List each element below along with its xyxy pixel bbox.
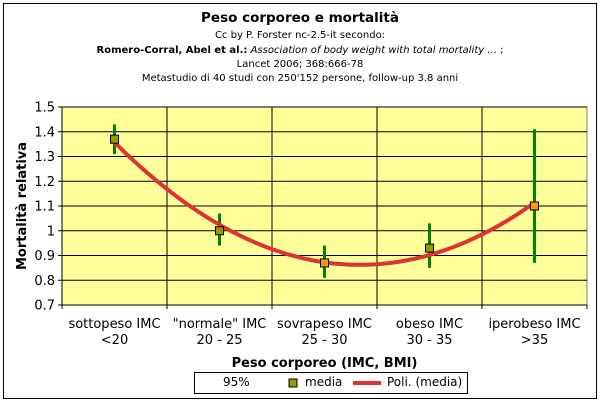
y-tick-label: 1.1 [34,200,55,215]
data-point [425,243,434,253]
x-axis-label: Peso corporeo (IMC, BMI) [232,356,418,371]
study-line: Metastudio di 40 studi con 250'152 perso… [141,73,459,84]
legend-entry-media: media [305,375,343,389]
y-axis-label: Mortalità relativa [15,142,30,270]
data-points [110,134,539,268]
legend-marker-square [288,378,298,388]
citation-tail: ; [500,45,504,56]
x-tick-label: 30 - 35 [406,333,452,348]
x-tick-label: 20 - 25 [196,333,242,348]
x-tick-label: obeso IMC [396,317,463,332]
data-point [320,258,329,268]
citation-line: Romero-Corral, Abel et al.: Association … [0,45,600,56]
x-tick-label: sottopeso IMC [68,317,160,332]
x-tick-label: >35 [521,333,548,348]
y-tick-label: 1.3 [34,150,55,165]
license-line: Cc by P. Forster nc-2.5-it secondo: [214,30,386,41]
data-point [110,134,119,144]
x-tick-label: 25 - 30 [301,333,347,348]
data-point [530,201,539,211]
y-tick-label: 1 [47,224,55,239]
x-tick-label: <20 [101,333,128,348]
citation-authors: Romero-Corral, Abel et al.: [96,45,248,56]
axes: 0.7 0.8 0.9 1 1.1 1.2 1.3 1.4 1.5 sottopeso IMC<2… [34,101,588,348]
y-tick-label: 0.9 [34,249,55,264]
chart-title: Peso corporeo e mortalità [201,10,399,26]
x-tick-label: "normale" IMC [173,317,267,332]
y-tick-label: 0.8 [34,274,55,289]
journal-line: Lancet 2006; 368:666-78 [236,59,364,70]
citation-article: Association of body weight with total mo… [250,45,497,56]
legend-entry-fit: Poli. (media) [387,375,463,389]
x-tick-label: iperobeso IMC [488,317,580,332]
y-tick-label: 1.2 [34,175,55,190]
legend: 95% media Poli. (media) [194,372,468,394]
y-tick-label: 1.5 [34,101,55,116]
data-point [215,226,224,236]
legend-line-fit [353,381,381,385]
x-tick-label: sovrapeso IMC [277,317,372,332]
legend-entry-ci: 95% [223,375,250,389]
y-tick-label: 0.7 [34,299,55,314]
y-tick-label: 1.4 [34,125,55,140]
legend-marker-media [288,378,298,388]
